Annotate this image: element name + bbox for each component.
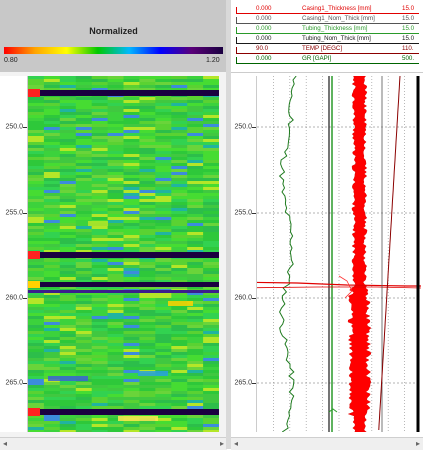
legend-marker <box>236 17 237 23</box>
right-depth-tick <box>252 298 256 299</box>
scroll-right-icon[interactable]: ▸ <box>415 439 420 448</box>
color-scale-max: 1.20 <box>206 57 220 64</box>
left-depth-tick <box>23 298 27 299</box>
legend-max: 15.0 <box>402 15 415 22</box>
right-depth-label-265: 265.0 <box>234 379 252 387</box>
left-depth-tick <box>23 213 27 214</box>
legend-row[interactable]: 0.000 Casing1_Nom_Thick [mm] 15.0 <box>232 14 419 24</box>
left-depth-tick <box>23 127 27 128</box>
legend-marker <box>236 27 237 33</box>
legend-line <box>236 23 419 24</box>
legend-min: 0.000 <box>256 15 272 22</box>
legend-min: 0.000 <box>256 5 272 12</box>
legend-line <box>236 33 419 34</box>
legend-line <box>236 63 419 64</box>
legend-min: 0.000 <box>256 25 272 32</box>
legend-name: Tubing_Nom_Thick [mm] <box>302 35 371 42</box>
legend-min: 0.000 <box>256 55 272 62</box>
right-depth-tick <box>252 383 256 384</box>
right-depth-axis: 250.0 255.0 260.0 265.0 <box>231 76 257 432</box>
right-depth-label-255: 255.0 <box>234 209 252 217</box>
log-curves-track[interactable] <box>257 76 421 432</box>
legend-row[interactable]: 0.000 GR [GAPI] 500. <box>232 54 419 64</box>
legend-line <box>236 53 419 54</box>
color-scale-min: 0.80 <box>4 57 18 64</box>
thickness-heatmap[interactable] <box>28 76 219 432</box>
left-depth-axis: 250.0 255.0 260.0 265.0 <box>0 76 28 432</box>
right-depth-tick <box>252 127 256 128</box>
right-depth-tick <box>252 213 256 214</box>
right-horizontal-scrollbar[interactable]: ◂ ▸ <box>231 437 423 450</box>
legend-marker <box>236 47 237 53</box>
left-depth-label-260: 260.0 <box>5 294 23 302</box>
legend-marker <box>236 7 237 13</box>
legend-row[interactable]: 0.000 Casing1_Thickness [mm] 15.0 <box>232 4 419 14</box>
panel-divider[interactable] <box>226 0 231 449</box>
left-horizontal-scrollbar[interactable]: ◂ ▸ <box>0 437 227 450</box>
left-depth-label-250: 250.0 <box>5 123 23 131</box>
color-scale-header <box>0 0 227 72</box>
left-depth-tick <box>23 383 27 384</box>
left-depth-label-255: 255.0 <box>5 209 23 217</box>
legend-row[interactable]: 0.000 Tubing_Nom_Thick [mm] 15.0 <box>232 34 419 44</box>
legend-min: 90.0 <box>256 45 269 52</box>
legend-name: Casing1_Nom_Thick [mm] <box>302 15 375 22</box>
legend-name: GR [GAPI] <box>302 55 332 62</box>
legend-marker <box>236 37 237 43</box>
curve-legend <box>231 0 423 73</box>
legend-max: 15.0 <box>402 5 415 12</box>
right-depth-label-260: 260.0 <box>234 294 252 302</box>
legend-max: 110. <box>402 45 414 52</box>
legend-min: 0.000 <box>256 35 272 42</box>
legend-row[interactable]: 90.0 TEMP [DEGC] 110. <box>232 44 419 54</box>
scroll-left-icon[interactable]: ◂ <box>234 439 239 448</box>
color-scale-bar <box>4 47 223 54</box>
left-depth-label-265: 265.0 <box>5 379 23 387</box>
color-scale-title: Normalized <box>89 26 138 36</box>
scroll-left-icon[interactable]: ◂ <box>3 439 8 448</box>
legend-max: 15.0 <box>402 35 415 42</box>
scroll-right-icon[interactable]: ▸ <box>219 439 224 448</box>
legend-name: Casing1_Thickness [mm] <box>302 5 372 12</box>
legend-marker <box>236 57 237 63</box>
legend-row[interactable]: 0.000 Tubing_Thickness [mm] 15.0 <box>232 24 419 34</box>
legend-max: 15.0 <box>402 25 415 32</box>
right-depth-label-250: 250.0 <box>234 123 252 131</box>
legend-name: TEMP [DEGC] <box>302 45 343 52</box>
legend-max: 500. <box>402 55 415 62</box>
legend-line <box>236 43 419 44</box>
legend-name: Tubing_Thickness [mm] <box>302 25 368 32</box>
legend-line <box>236 13 419 14</box>
